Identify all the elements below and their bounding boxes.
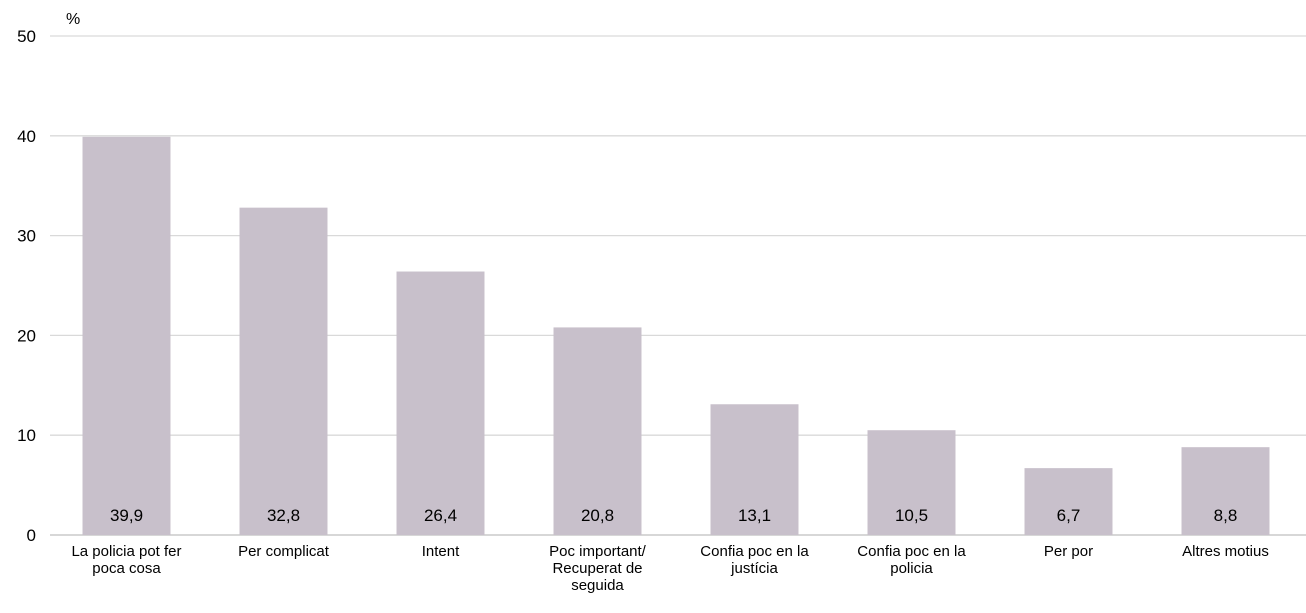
category-label: Confia poc en la justícia [700, 543, 809, 577]
category-label: Per complicat [238, 543, 330, 560]
bar [82, 136, 171, 535]
y-tick-label: 0 [27, 526, 36, 545]
bar [1024, 468, 1113, 535]
gridlines [50, 35, 1306, 536]
bar-value-label: 26,4 [424, 506, 457, 525]
category-label: Intent [422, 543, 460, 560]
y-axis-tick-labels: 0 10 20 30 40 50 [17, 27, 36, 545]
category-label: Per por [1044, 543, 1093, 560]
bar-value-label: 6,7 [1057, 506, 1081, 525]
bar-value-label: 39,9 [110, 506, 143, 525]
bar [396, 271, 485, 535]
bar [710, 404, 799, 535]
bar-value-label: 20,8 [581, 506, 614, 525]
y-tick-label: 50 [17, 27, 36, 46]
y-tick-label: 20 [17, 326, 36, 345]
category-label: La policia pot fer poca cosa [71, 543, 181, 577]
bars [82, 136, 1270, 535]
bar [239, 207, 328, 535]
bar-value-label: 10,5 [895, 506, 928, 525]
y-axis-unit-label: % [66, 11, 80, 28]
y-tick-label: 40 [17, 127, 36, 146]
category-label: Poc important/Recuperat de seguida [549, 543, 647, 594]
x-axis-category-labels: La policia pot fer poca cosa Per complicat… [71, 543, 1268, 594]
bar-value-label: 32,8 [267, 506, 300, 525]
data-labels: 39,9 32,8 26,4 20,8 13,1 10,5 6,7 8,8 [110, 506, 1237, 525]
bar-value-label: 13,1 [738, 506, 771, 525]
category-label: Confia poc en la policia [857, 543, 966, 577]
bar [553, 327, 642, 535]
bar [1181, 447, 1270, 535]
y-tick-label: 30 [17, 227, 36, 246]
category-label: Altres motius [1182, 543, 1269, 560]
y-tick-label: 10 [17, 426, 36, 445]
bar [867, 430, 956, 535]
bar-value-label: 8,8 [1214, 506, 1238, 525]
